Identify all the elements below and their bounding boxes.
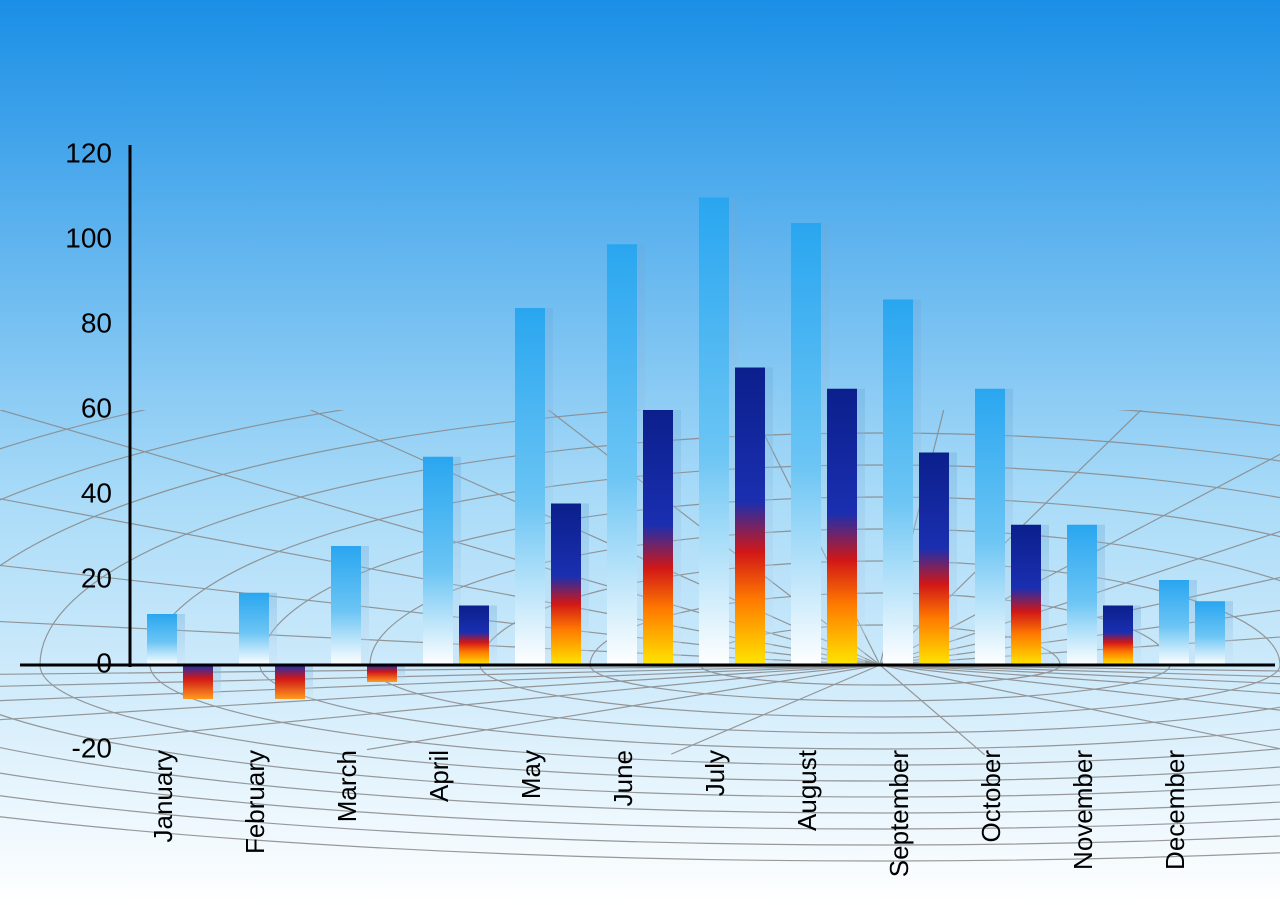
series-a-bar [147, 614, 177, 665]
series-a-bar [239, 593, 269, 665]
series-b-bar [735, 368, 765, 666]
series-b-bar [643, 410, 673, 665]
y-tick-label: 0 [96, 647, 112, 678]
y-tick-label: 40 [81, 477, 112, 508]
series-b-bar [1011, 525, 1041, 665]
x-category-label: August [792, 749, 822, 831]
series-b-bar [1103, 606, 1133, 666]
series-b-bar [183, 665, 213, 699]
series-b-bar [459, 606, 489, 666]
series-a-bar [1067, 525, 1097, 665]
series-b-bar [275, 665, 305, 699]
x-category-label: July [700, 750, 730, 796]
x-category-label: February [240, 750, 270, 854]
series-b-bar [367, 665, 397, 682]
x-category-label: October [976, 750, 1006, 843]
series-a-bar [331, 546, 361, 665]
series-a-bar [791, 223, 821, 665]
y-tick-label: 60 [81, 392, 112, 423]
series-b-bar [1195, 601, 1225, 665]
y-tick-label: 120 [65, 137, 112, 168]
series-a-bar [515, 308, 545, 665]
series-b-bar [919, 453, 949, 666]
y-tick-label: 80 [81, 307, 112, 338]
series-a-bar [423, 457, 453, 665]
y-tick-label: 100 [65, 222, 112, 253]
x-category-label: November [1068, 750, 1098, 870]
series-a-bar [975, 389, 1005, 665]
series-b-bar [827, 389, 857, 665]
x-category-label: April [424, 750, 454, 802]
x-category-label: December [1160, 750, 1190, 870]
y-tick-label: -20 [72, 732, 112, 763]
series-a-bar [607, 244, 637, 665]
x-category-label: June [608, 750, 638, 806]
y-tick-label: 20 [81, 562, 112, 593]
series-a-bar [883, 300, 913, 666]
x-category-label: January [148, 750, 178, 843]
series-a-bar [699, 198, 729, 666]
monthly-bar-chart: -20 0 20 40 60 80 100 120 January February March A… [0, 0, 1280, 905]
x-category-label: May [516, 750, 546, 799]
series-a-bar [1159, 580, 1189, 665]
series-b-bar [551, 504, 581, 666]
x-category-label: March [332, 750, 362, 822]
chart-container: -20 0 20 40 60 80 100 120 January February March A… [0, 0, 1280, 905]
x-category-label: September [884, 750, 914, 878]
